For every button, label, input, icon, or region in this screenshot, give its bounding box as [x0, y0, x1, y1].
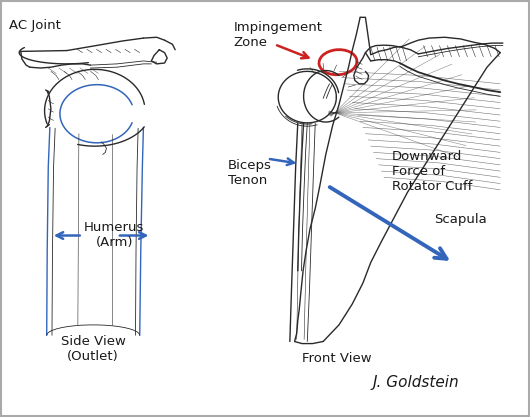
Text: Front View: Front View: [302, 352, 371, 365]
Text: Humerus
(Arm): Humerus (Arm): [84, 221, 145, 249]
Text: Scapula: Scapula: [434, 213, 487, 226]
Text: Downward
Force of
Rotator Cuff: Downward Force of Rotator Cuff: [392, 150, 472, 193]
Text: Side View
(Outlet): Side View (Outlet): [61, 335, 126, 363]
Text: J. Goldstein: J. Goldstein: [373, 375, 459, 390]
Text: Impingement
Zone: Impingement Zone: [233, 21, 322, 50]
Text: AC Joint: AC Joint: [8, 20, 60, 33]
Text: Biceps
Tenon: Biceps Tenon: [228, 158, 272, 187]
